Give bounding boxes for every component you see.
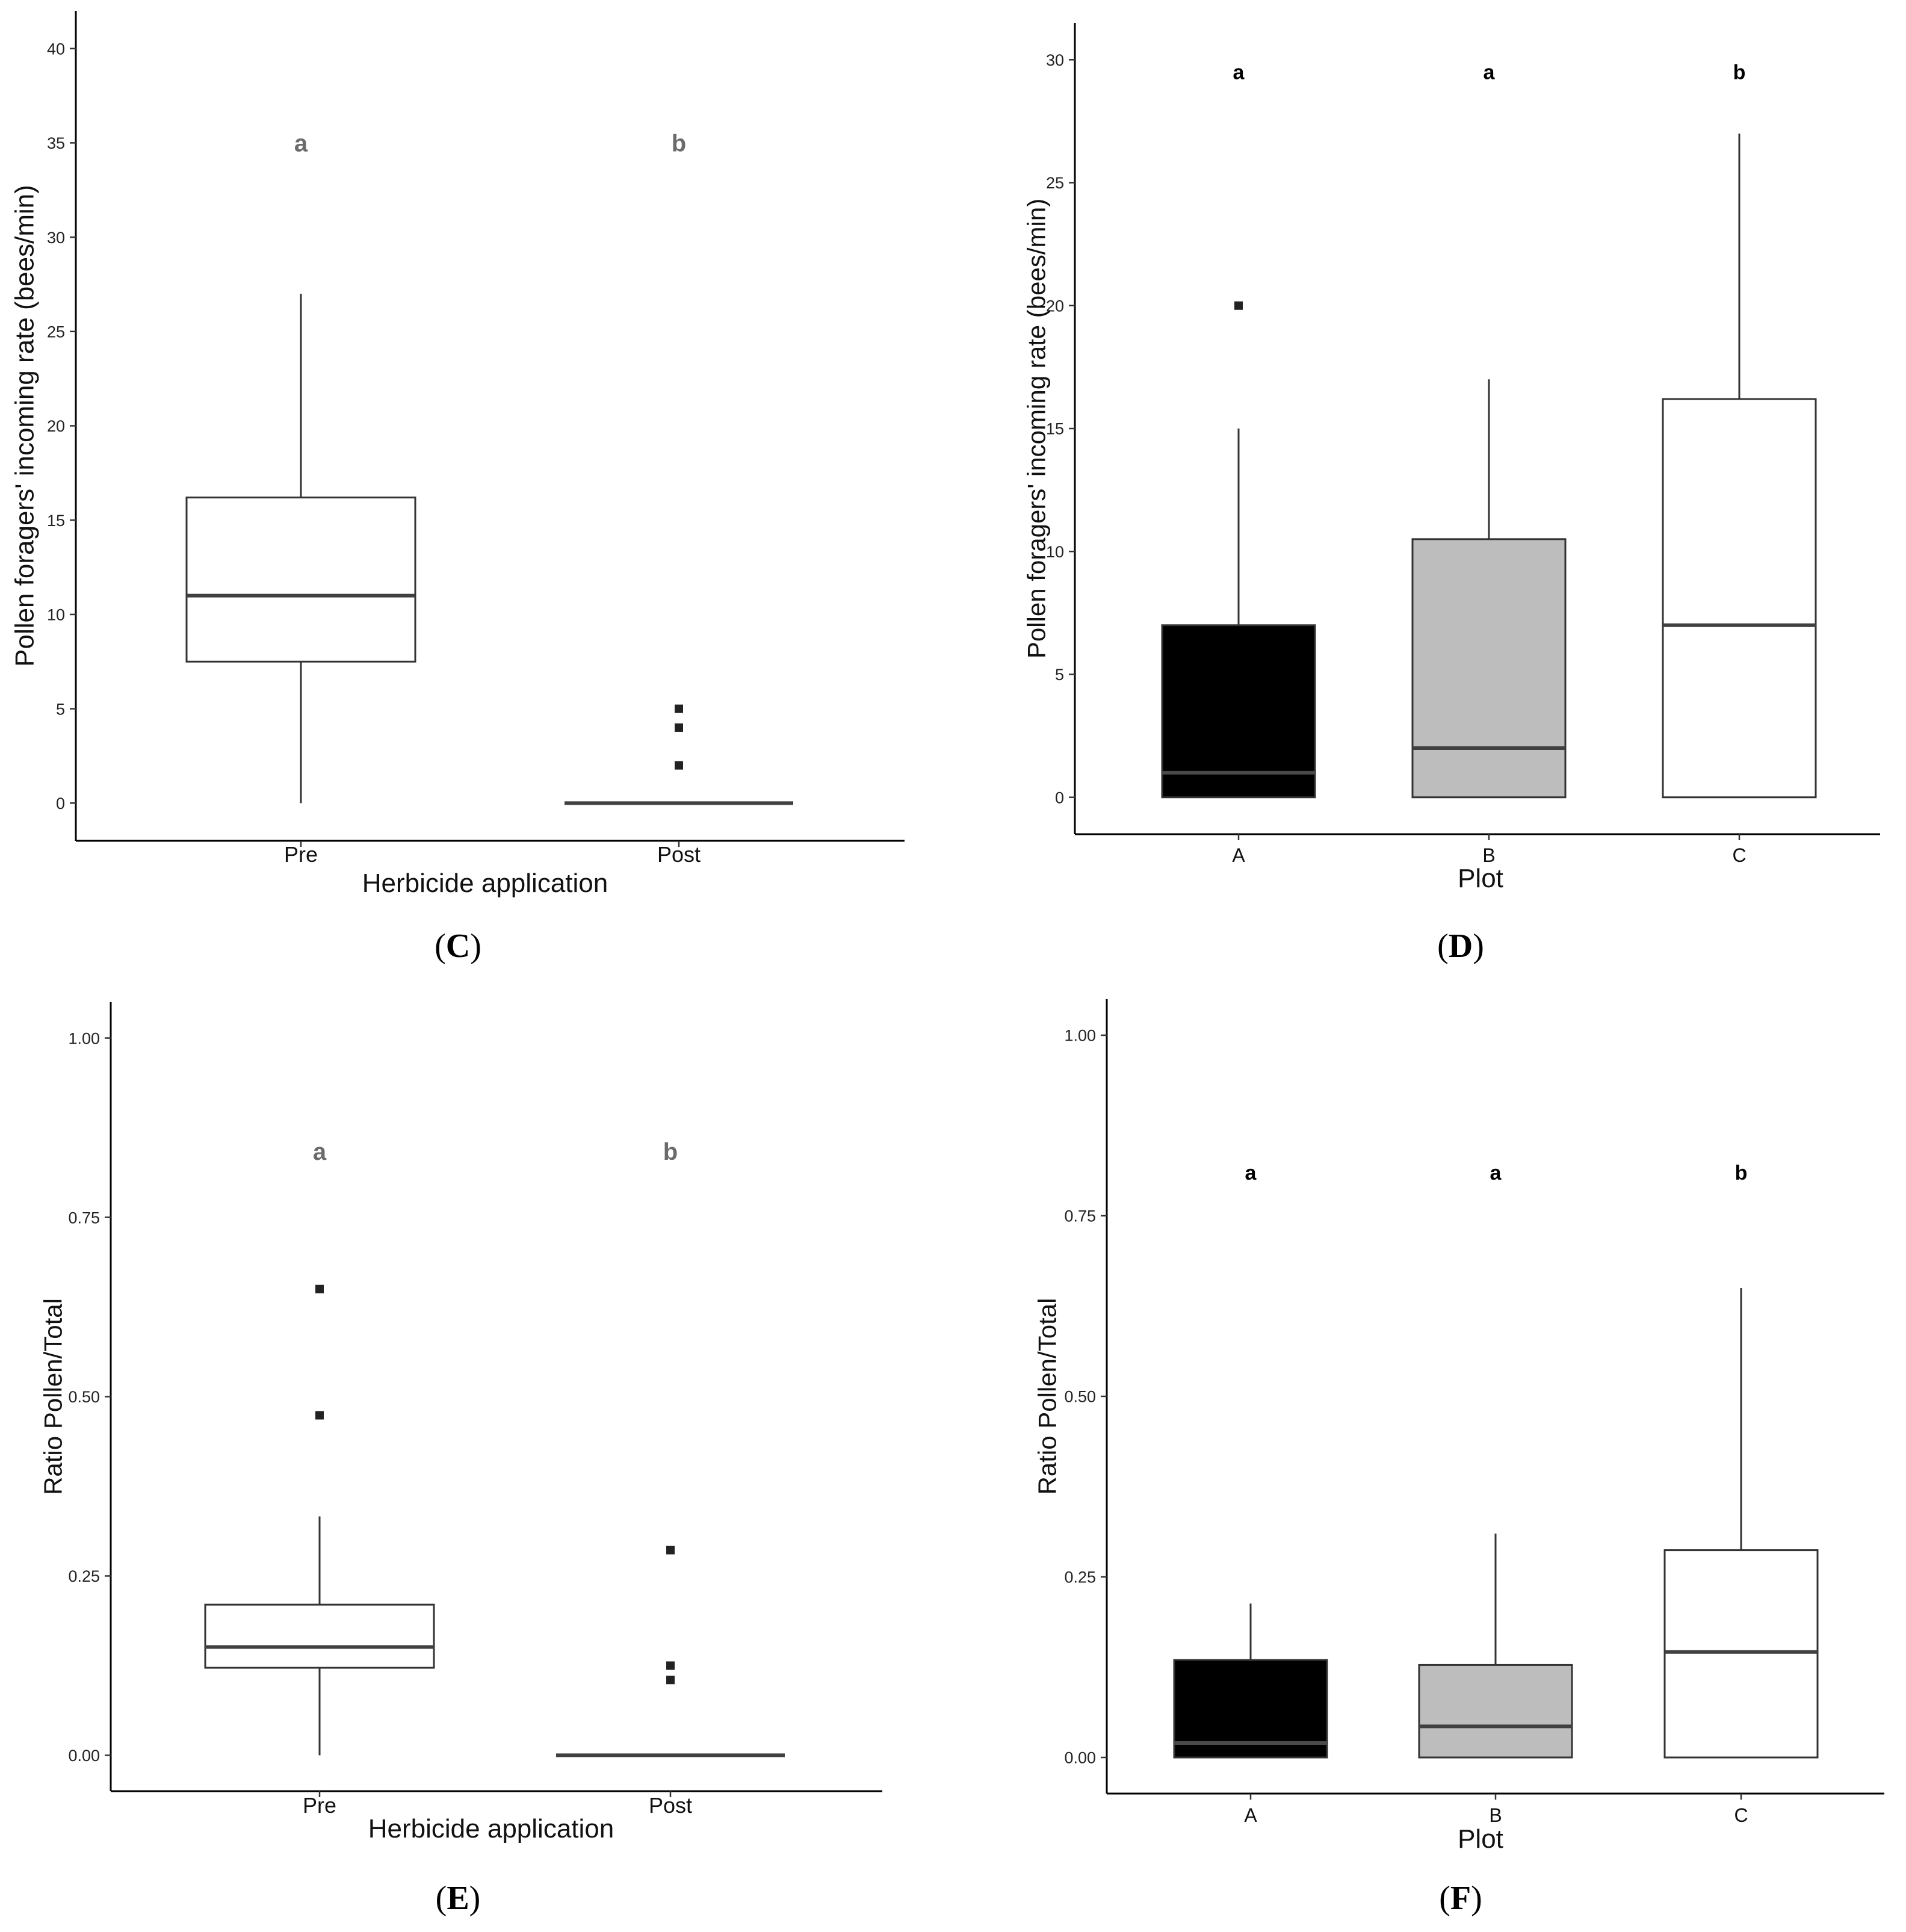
y-tick-label: 0.00 xyxy=(68,1747,100,1765)
significance-letter: b xyxy=(663,1139,678,1165)
significance-letter: a xyxy=(1490,1162,1502,1184)
y-tick-label: 0.75 xyxy=(68,1209,100,1227)
x-axis-title: Plot xyxy=(1458,1824,1503,1854)
box-b: a xyxy=(1411,61,1567,799)
outlier-point xyxy=(675,704,683,713)
y-tick-label: 0.25 xyxy=(1064,1568,1096,1587)
significance-letter: b xyxy=(1733,61,1746,84)
y-tick-label: 35 xyxy=(47,134,65,152)
y-tick-label: 15 xyxy=(1046,420,1064,438)
outlier-point xyxy=(666,1546,675,1555)
y-tick-label: 0.00 xyxy=(1064,1749,1096,1767)
chart-panel-c: 0 5 10 15 20 25 30 35 40 Pre Post Herbicide applica… xyxy=(10,11,905,898)
y-tick-label: 0.50 xyxy=(1064,1388,1096,1406)
y-tick-label: 10 xyxy=(47,606,65,624)
y-axis-title: Pollen foragers' incoming rate (bees/min… xyxy=(1023,199,1051,658)
y-tick-label: 0 xyxy=(1055,788,1064,807)
box-pre: a xyxy=(185,130,416,803)
panel-label-f: (F) xyxy=(1439,1880,1482,1917)
y-tick-label: 25 xyxy=(47,323,65,341)
box-pre: a xyxy=(204,1139,435,1756)
box-body xyxy=(1418,1664,1573,1759)
y-tick-label: 40 xyxy=(47,40,65,58)
x-tick-label: Post xyxy=(649,1793,692,1818)
x-tick-label: Pre xyxy=(303,1793,336,1818)
y-tick-label: 30 xyxy=(47,229,65,247)
outlier-point xyxy=(675,761,683,770)
outlier-point xyxy=(666,1661,675,1670)
chart-panel-f: 0.00 0.25 0.50 0.75 1.00 A B C Plot Ratio Pollen/… xyxy=(1033,999,1884,1854)
box-a: a xyxy=(1173,1162,1328,1759)
box-body xyxy=(1411,538,1567,799)
box-body xyxy=(1161,624,1316,799)
chart-panel-e: 0.00 0.25 0.50 0.75 1.00 Pre Post Herbicide app… xyxy=(39,1002,882,1844)
chart-panel-d: 0 5 10 15 20 25 30 A B C Plot Pollen foragers' inco… xyxy=(1023,23,1880,893)
y-tick-label: 0.75 xyxy=(1064,1207,1096,1225)
y-tick-label: 30 xyxy=(1046,51,1064,69)
x-tick-label: C xyxy=(1734,1804,1748,1826)
outlier-point xyxy=(675,723,683,732)
box-post: b xyxy=(565,130,793,805)
y-axis-title: Pollen foragers' incoming rate (bees/min… xyxy=(10,185,39,667)
y-tick-label: 10 xyxy=(1046,543,1064,561)
y-tick-label: 20 xyxy=(1046,297,1064,315)
x-tick-label: B xyxy=(1482,844,1495,866)
x-tick-label: A xyxy=(1232,844,1245,866)
y-tick-label: 0 xyxy=(56,794,65,813)
significance-letter: a xyxy=(1245,1162,1257,1184)
significance-letter: a xyxy=(294,130,308,156)
y-tick-label: 1.00 xyxy=(1064,1027,1096,1045)
box-c: b xyxy=(1663,1162,1819,1759)
x-tick-label: B xyxy=(1489,1804,1502,1826)
box-body xyxy=(204,1603,435,1669)
y-tick-label: 20 xyxy=(47,417,65,435)
outlier-point xyxy=(315,1284,324,1293)
box-post: b xyxy=(556,1139,785,1757)
significance-letter: a xyxy=(313,1139,327,1165)
box-body xyxy=(1662,398,1817,799)
box-c: b xyxy=(1662,61,1817,799)
y-tick-label: 15 xyxy=(47,512,65,530)
box-a: a xyxy=(1161,61,1316,799)
x-tick-label: C xyxy=(1732,844,1746,866)
significance-letter: a xyxy=(1484,61,1496,84)
significance-letter: a xyxy=(1233,61,1245,84)
y-axis-title: Ratio Pollen/Total xyxy=(39,1298,67,1495)
x-tick-label: A xyxy=(1244,1804,1257,1826)
panel-label-c: (C) xyxy=(435,927,481,965)
x-axis-title: Herbicide application xyxy=(362,868,608,898)
outlier-point xyxy=(1234,301,1243,310)
y-tick-label: 5 xyxy=(56,700,65,718)
significance-letter: b xyxy=(1735,1162,1748,1184)
y-tick-label: 0.25 xyxy=(68,1567,100,1585)
y-axis-title: Ratio Pollen/Total xyxy=(1033,1298,1062,1495)
significance-letter: b xyxy=(672,130,686,156)
y-tick-label: 1.00 xyxy=(68,1029,100,1047)
box-b: a xyxy=(1418,1162,1573,1759)
panel-label-d: (D) xyxy=(1437,927,1484,965)
y-tick-label: 5 xyxy=(1055,666,1064,684)
x-tick-label: Post xyxy=(657,842,701,867)
x-tick-label: Pre xyxy=(284,842,318,867)
x-axis-title: Herbicide application xyxy=(368,1814,614,1844)
panel-label-e: (E) xyxy=(435,1880,481,1917)
outlier-point xyxy=(666,1676,675,1685)
y-tick-label: 25 xyxy=(1046,174,1064,192)
box-body xyxy=(185,497,416,663)
outlier-point xyxy=(315,1411,324,1420)
x-axis-title: Plot xyxy=(1458,864,1503,893)
y-tick-label: 0.50 xyxy=(68,1388,100,1406)
